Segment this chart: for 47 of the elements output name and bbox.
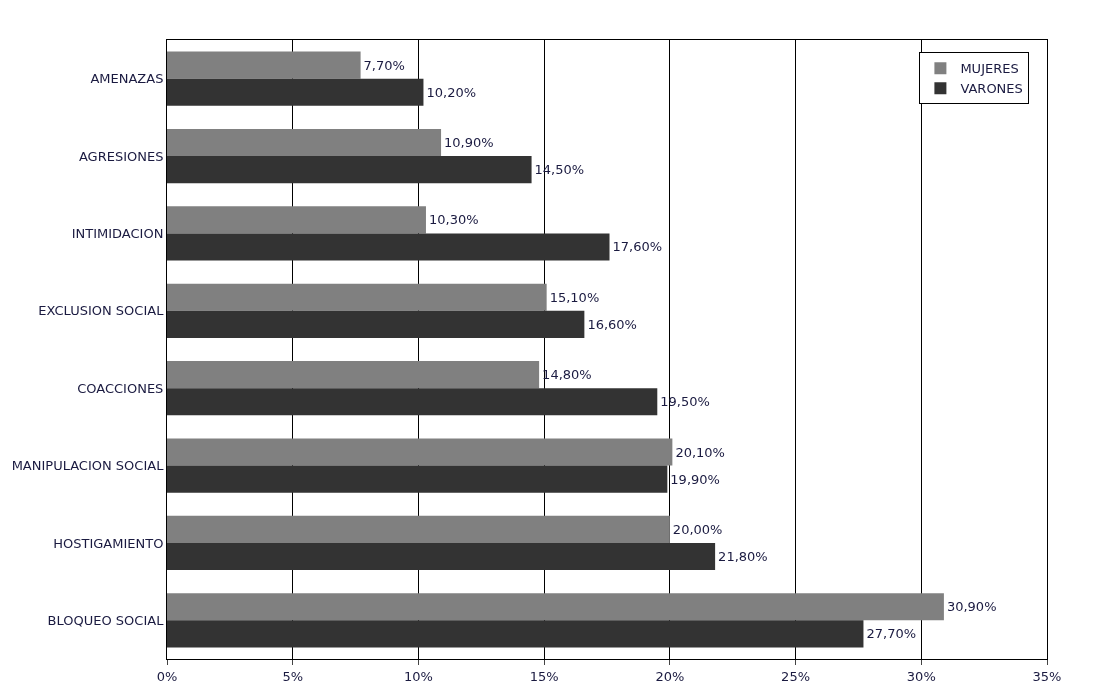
x-tick-label: 0%	[156, 668, 178, 684]
data-label: 10,30%	[428, 212, 479, 228]
data-label: 10,20%	[426, 84, 477, 100]
y-tick-label: COACCIONES	[77, 380, 164, 396]
x-tick-label: 10%	[403, 668, 433, 684]
bar	[167, 620, 864, 648]
bar	[167, 156, 532, 184]
y-tick-label: BLOQUEO SOCIAL	[47, 612, 165, 628]
bar	[167, 465, 668, 493]
y-tick-label: INTIMIDACION	[71, 225, 164, 241]
data-label: 10,90%	[444, 135, 494, 151]
bar	[167, 78, 424, 106]
bar	[167, 542, 716, 571]
bar	[167, 388, 658, 416]
y-tick-label: EXCLUSION SOCIAL	[38, 303, 165, 319]
bar	[167, 515, 670, 543]
data-label: 7,70%	[363, 57, 405, 73]
y-tick-label: AGRESIONES	[78, 148, 164, 164]
data-label: 21,80%	[718, 548, 768, 564]
bar	[167, 233, 610, 261]
bar	[167, 593, 944, 621]
bar	[167, 128, 442, 157]
data-label: 19,90%	[670, 471, 720, 487]
bar	[167, 283, 547, 311]
bar	[167, 206, 426, 234]
bar	[167, 361, 540, 389]
x-tick-label: 30%	[906, 668, 936, 684]
data-label: 15,10%	[549, 289, 600, 305]
bar	[167, 51, 361, 79]
legend-label: MUJERES	[960, 61, 1019, 77]
x-tick-label: 25%	[781, 668, 811, 684]
data-label: 30,90%	[946, 599, 997, 615]
y-tick-label: AMENAZAS	[90, 71, 164, 87]
bar	[167, 438, 673, 466]
y-tick-label: HOSTIGAMIENTO	[53, 535, 164, 551]
x-tick-label: 5%	[282, 668, 304, 684]
x-tick-label: 35%	[1032, 668, 1062, 684]
legend-label: VARONES	[960, 81, 1023, 97]
data-label: 17,60%	[612, 239, 663, 255]
data-label: 20,00%	[672, 521, 723, 537]
data-label: 16,60%	[587, 316, 637, 332]
data-label: 20,10%	[675, 444, 725, 460]
x-tick-label: 20%	[655, 668, 685, 684]
x-tick-label: 15%	[529, 668, 559, 684]
y-tick-label: MANIPULACION SOCIAL	[11, 458, 165, 474]
bar	[167, 310, 585, 338]
data-label: 27,70%	[866, 626, 917, 642]
